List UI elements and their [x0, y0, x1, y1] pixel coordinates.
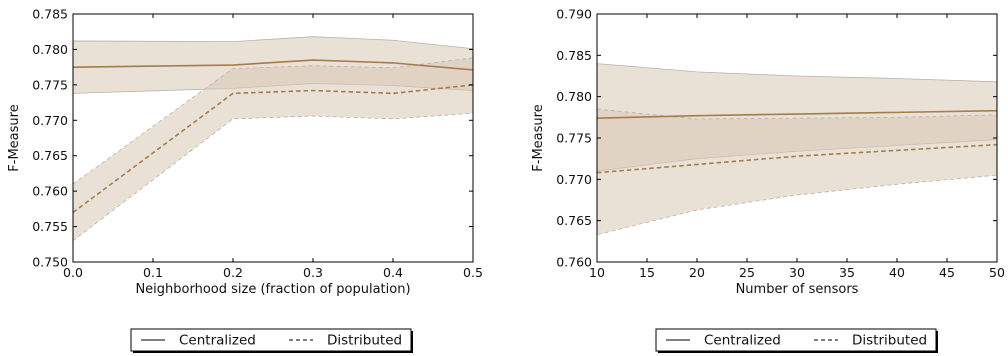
- y-tick-label: 0.780: [556, 89, 592, 104]
- series-line-distributed: [596, 143, 998, 174]
- y-axis-label: F-Measure: [531, 104, 546, 171]
- legend-label-distributed: Distributed: [852, 333, 927, 349]
- y-axis-label: F-Measure: [7, 104, 22, 171]
- x-tick-label: 0.4: [383, 265, 403, 280]
- x-tick-label: 10: [589, 265, 605, 280]
- x-axis-label: Number of sensors: [736, 282, 859, 297]
- y-tick-label: 0.780: [32, 42, 68, 57]
- x-tick-label: 20: [689, 265, 705, 280]
- x-tick-label: 0.1: [143, 265, 163, 280]
- x-tick-label: 0.0: [63, 265, 83, 280]
- y-tick-label: 0.760: [556, 255, 592, 270]
- legend-box: [130, 328, 412, 352]
- y-tick-label: 0.790: [556, 7, 592, 22]
- series-line-centralized: [596, 109, 998, 119]
- x-tick-label: 25: [739, 265, 755, 280]
- y-tick-label: 0.785: [556, 48, 592, 63]
- x-tick-label: 50: [989, 265, 1005, 280]
- legend-label-centralized: Centralized: [179, 333, 256, 349]
- series-line-centralized: [72, 59, 474, 71]
- y-tick-label: 0.760: [32, 184, 68, 199]
- series-line-distributed: [72, 84, 474, 214]
- y-tick-label: 0.755: [32, 219, 68, 234]
- x-tick-label: 30: [789, 265, 805, 280]
- chart-2: 10 15 20 25 30 35 40 45 50 0.760 0.765 0.770 0.775 0.…: [531, 7, 1005, 353]
- legend: Centralized Distributed: [655, 328, 938, 353]
- y-tick-label: 0.765: [556, 213, 592, 228]
- x-axis-label: Neighborhood size (fraction of populatio…: [135, 282, 410, 297]
- x-tick-label: 0.3: [303, 265, 323, 280]
- y-tick-label: 0.770: [556, 172, 592, 187]
- x-tick-label: 35: [839, 265, 855, 280]
- x-tick-label: 15: [639, 265, 655, 280]
- axes-frame: [72, 13, 474, 263]
- legend: Centralized Distributed: [130, 328, 413, 353]
- y-tick-label: 0.785: [32, 7, 68, 22]
- band-distributed: [596, 108, 998, 236]
- y-tick-label: 0.775: [32, 77, 68, 92]
- x-tick-label: 0.5: [463, 265, 483, 280]
- y-tick-label: 0.765: [32, 148, 68, 163]
- x-tick-label: 40: [889, 265, 905, 280]
- x-tick-label: 0.2: [223, 265, 243, 280]
- legend-box: [655, 328, 937, 352]
- chart-1: 0.0 0.1 0.2 0.3 0.4 0.5 0.750 0.755 0.760 0.765 0.…: [7, 7, 483, 353]
- y-tick-label: 0.775: [556, 131, 592, 146]
- legend-label-distributed: Distributed: [327, 333, 402, 349]
- x-tick-label: 45: [939, 265, 955, 280]
- legend-label-centralized: Centralized: [704, 333, 781, 349]
- y-tick-label: 0.750: [32, 255, 68, 270]
- y-tick-label: 0.770: [32, 113, 68, 128]
